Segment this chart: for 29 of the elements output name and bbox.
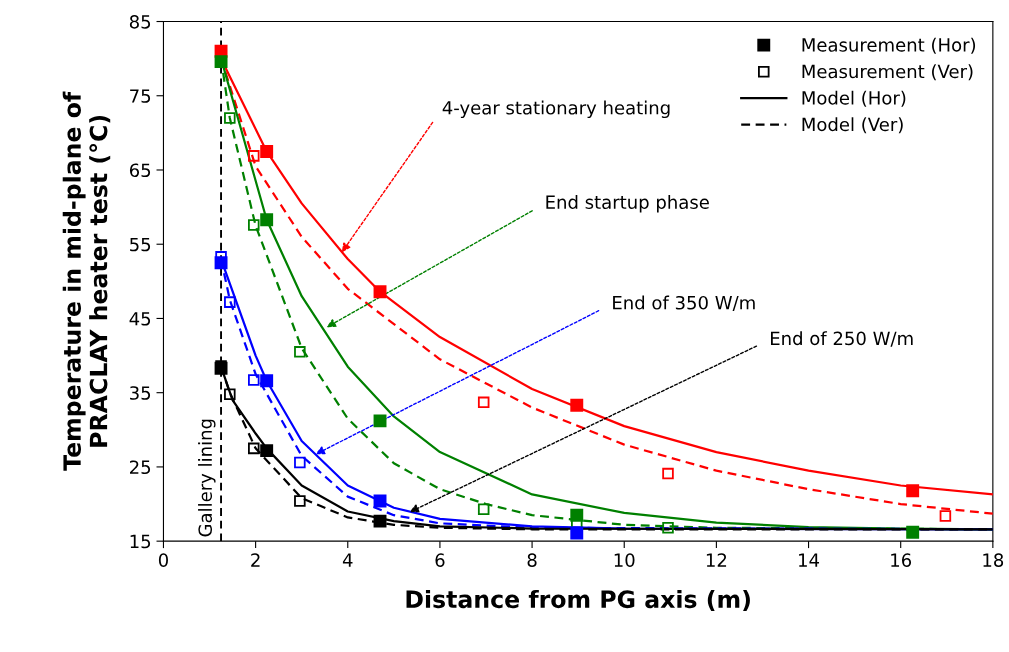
legend-label: Measurement (Ver) — [802, 64, 973, 81]
x-tick-label: 8 — [527, 553, 537, 567]
y-tick-label: 65 — [129, 163, 151, 178]
y-tick-label: 45 — [129, 312, 151, 326]
y-tick-label: 25 — [130, 460, 151, 475]
y-axis-title: Temperature in mid-plane of PRACLAY heater test (°C) — [62, 91, 111, 471]
y-tick-label: 85 — [129, 14, 151, 29]
x-tick-label: 10 — [614, 553, 635, 567]
y-tick-label: 55 — [130, 237, 151, 252]
annotation: 4-year stationary heating — [442, 100, 670, 119]
x-tick-label: 6 — [435, 553, 445, 567]
annotation: End of 250 W/m — [771, 331, 913, 347]
y-tick-label: 75 — [130, 89, 151, 103]
x-tick-label: 4 — [342, 553, 353, 567]
y-tick-label: 15 — [130, 534, 151, 549]
x-tick-label: 0 — [158, 553, 168, 567]
x-tick-label: 16 — [891, 553, 912, 567]
legend-label: Measurement (Hor) — [802, 37, 976, 54]
annotation: End startup phase — [546, 195, 709, 213]
x-tick-label: 12 — [706, 553, 727, 567]
y-tick-label: 35 — [130, 386, 151, 400]
legend-label: Model (Ver) — [802, 117, 903, 134]
legend-label: Model (Hor) — [802, 90, 906, 107]
x-tick-label: 14 — [799, 553, 820, 567]
x-axis-title: Distance from PG axis (m) — [406, 589, 750, 611]
x-tick-label: 18 — [983, 553, 1004, 567]
ref-line-label: Gallery lining — [198, 419, 216, 537]
annotation: End of 350 W/m — [613, 295, 755, 311]
x-tick-label: 2 — [251, 553, 260, 567]
